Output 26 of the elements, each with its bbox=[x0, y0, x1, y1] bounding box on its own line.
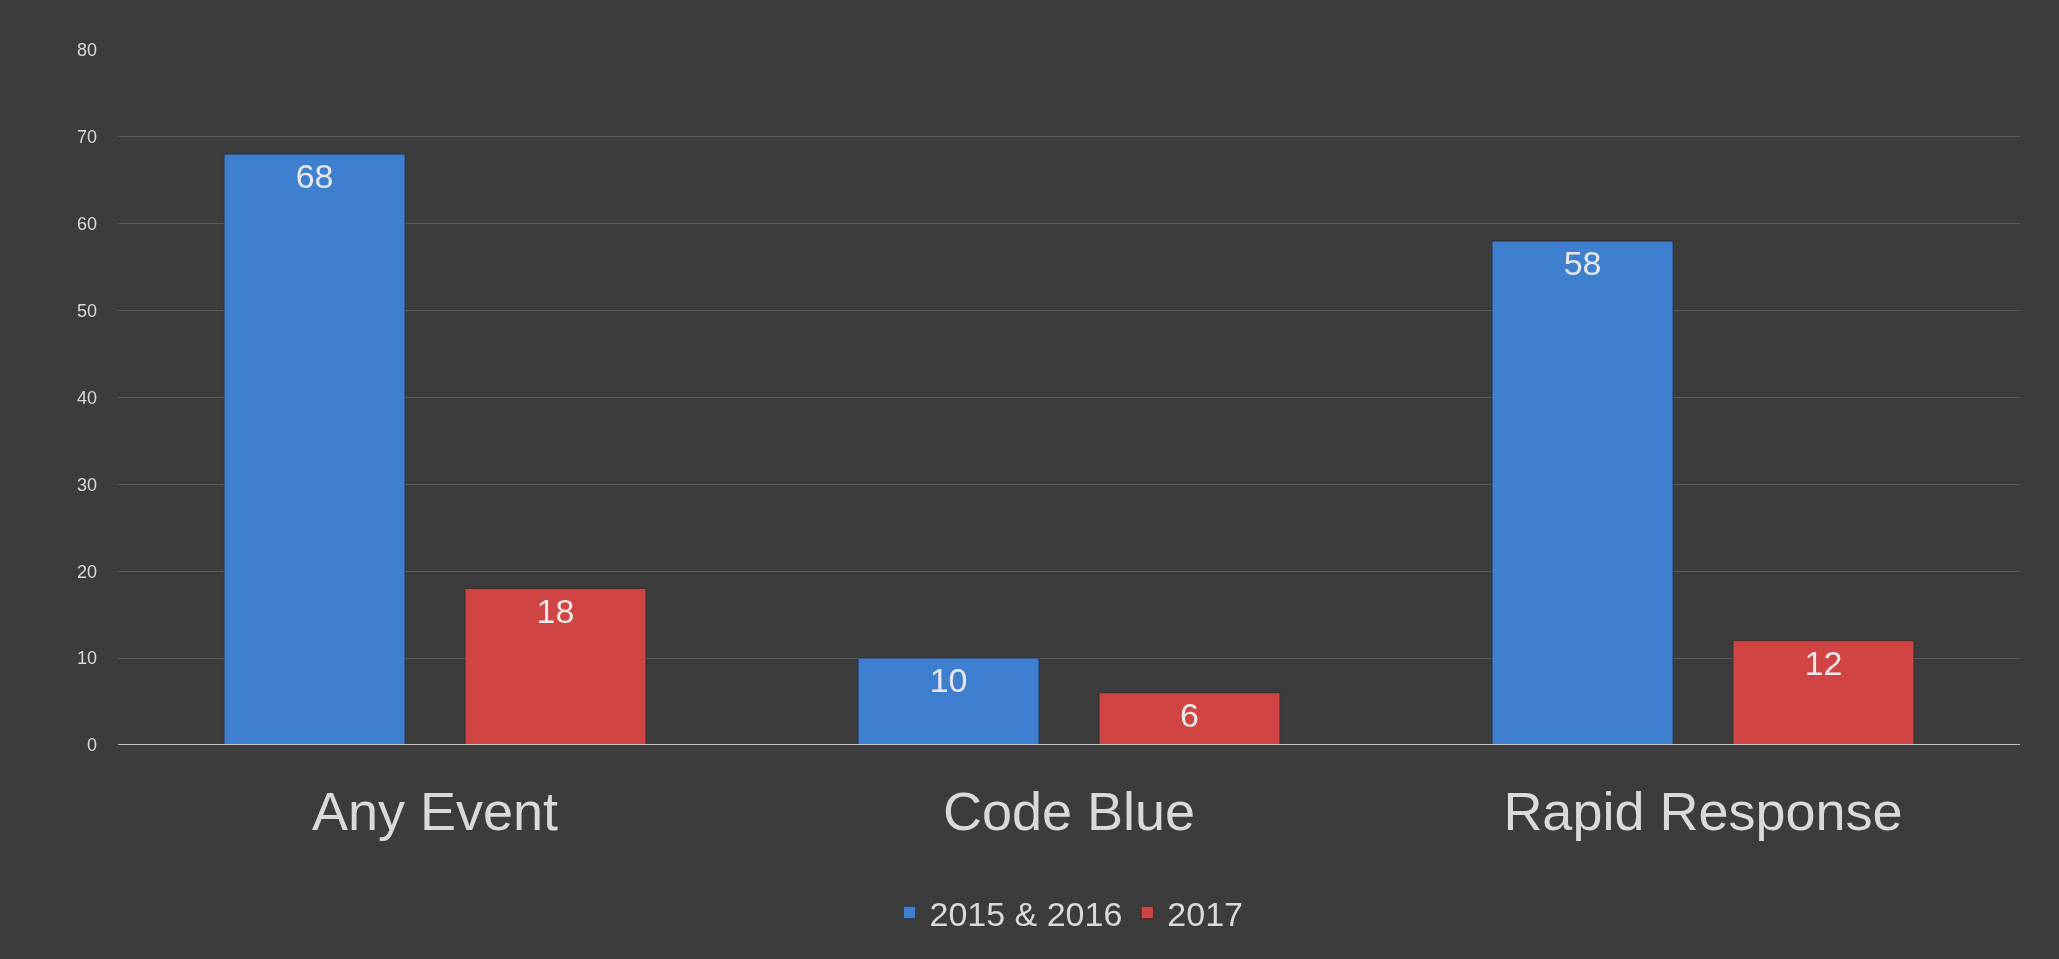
bar bbox=[857, 657, 1040, 745]
bar bbox=[223, 153, 406, 745]
y-tick-label: 10 bbox=[76, 648, 97, 669]
bar bbox=[464, 588, 647, 745]
y-tick-label: 70 bbox=[76, 127, 97, 148]
x-tick-label: Any Event bbox=[311, 781, 559, 841]
x-tick-label: Rapid Response bbox=[1503, 781, 1903, 841]
data-label: 68 bbox=[295, 157, 334, 196]
y-tick-label: 30 bbox=[76, 474, 97, 495]
y-tick-label: 60 bbox=[76, 214, 97, 235]
bar bbox=[1098, 692, 1281, 745]
y-tick-label: 20 bbox=[76, 561, 97, 582]
data-label: 18 bbox=[536, 591, 575, 630]
y-tick-label: 50 bbox=[76, 300, 97, 321]
data-label: 6 bbox=[1180, 695, 1199, 734]
legend-label: 2015 & 2016 bbox=[929, 894, 1123, 933]
x-tick-label: Code Blue bbox=[942, 781, 1196, 841]
bar bbox=[1491, 240, 1674, 745]
y-tick-label: 40 bbox=[76, 387, 97, 408]
y-tick-label: 0 bbox=[86, 735, 97, 756]
legend-label: 2017 bbox=[1167, 894, 1243, 933]
data-label: 58 bbox=[1563, 244, 1602, 283]
bar bbox=[1732, 640, 1915, 745]
y-tick-label: 80 bbox=[76, 40, 97, 61]
data-label: 12 bbox=[1804, 643, 1843, 682]
data-label: 10 bbox=[929, 661, 968, 700]
